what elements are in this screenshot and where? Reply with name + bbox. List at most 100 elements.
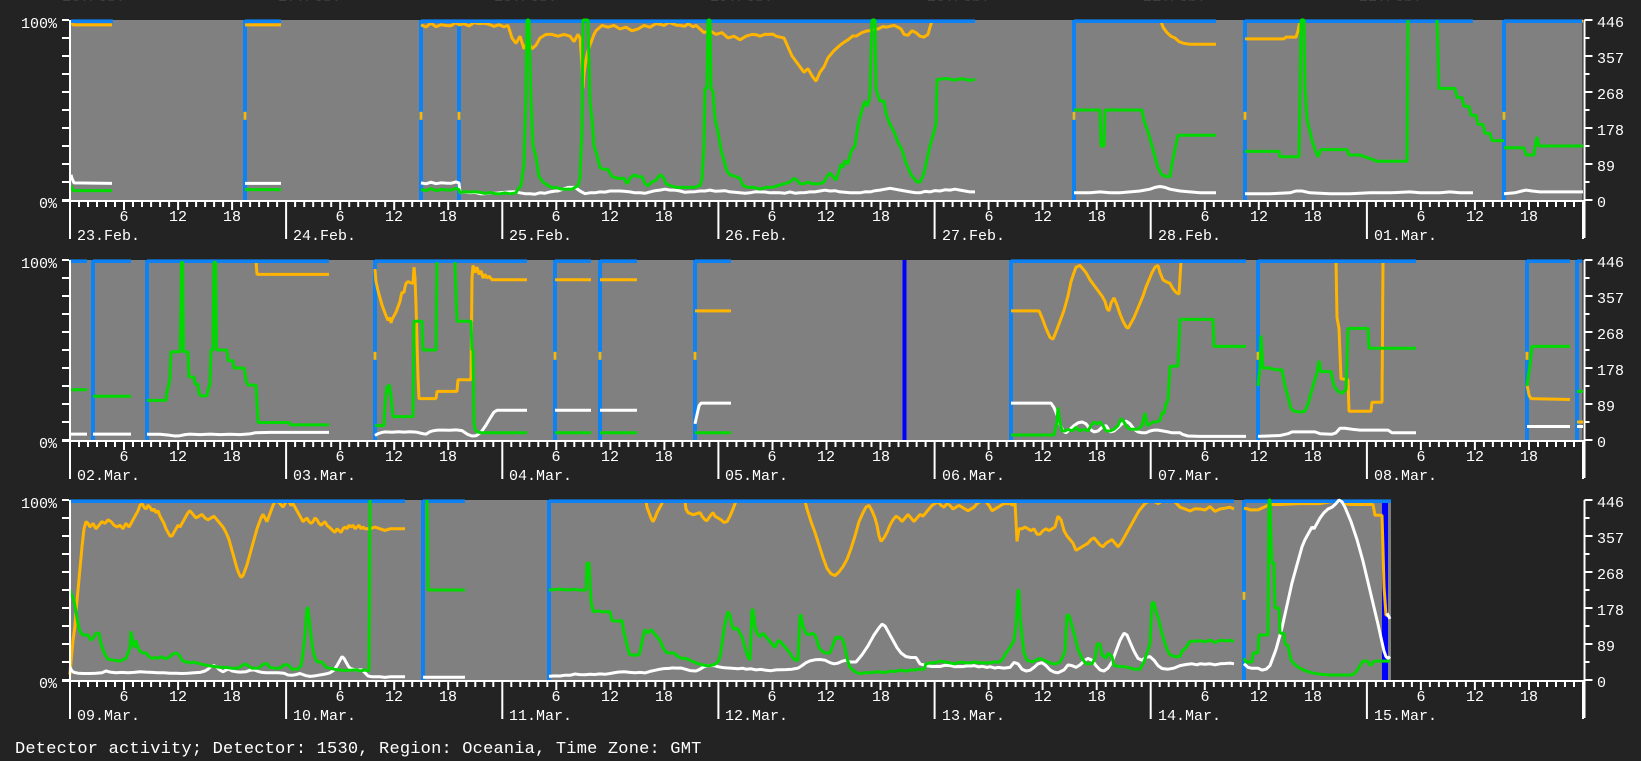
svg-text:18: 18 — [439, 209, 457, 226]
svg-text:6: 6 — [1416, 689, 1425, 706]
svg-text:12: 12 — [1034, 209, 1052, 226]
svg-text:446: 446 — [1597, 255, 1624, 272]
svg-text:18: 18 — [223, 449, 241, 466]
svg-text:01.Mar.: 01.Mar. — [1374, 228, 1437, 245]
svg-text:12: 12 — [169, 209, 187, 226]
svg-text:18: 18 — [1088, 209, 1106, 226]
svg-text:89: 89 — [1597, 399, 1615, 416]
svg-text:17.Feb.: 17.Feb. — [278, 0, 341, 6]
svg-text:13.Mar.: 13.Mar. — [942, 708, 1005, 725]
svg-text:6: 6 — [984, 449, 993, 466]
svg-text:268: 268 — [1597, 87, 1624, 104]
svg-text:18: 18 — [223, 209, 241, 226]
svg-text:6: 6 — [1200, 689, 1209, 706]
svg-text:357: 357 — [1597, 531, 1624, 548]
svg-text:12: 12 — [169, 689, 187, 706]
svg-text:6: 6 — [984, 209, 993, 226]
svg-text:6: 6 — [119, 209, 128, 226]
svg-text:06.Mar.: 06.Mar. — [942, 468, 1005, 485]
svg-text:0%: 0% — [39, 676, 58, 693]
svg-text:12: 12 — [1466, 209, 1484, 226]
svg-text:6: 6 — [1416, 449, 1425, 466]
svg-text:12: 12 — [817, 209, 835, 226]
svg-text:6: 6 — [767, 209, 776, 226]
svg-text:18: 18 — [655, 689, 673, 706]
svg-text:12: 12 — [1250, 449, 1268, 466]
svg-text:6: 6 — [1200, 449, 1209, 466]
svg-text:18: 18 — [1520, 449, 1538, 466]
svg-text:02.Mar.: 02.Mar. — [77, 468, 140, 485]
svg-text:6: 6 — [335, 209, 344, 226]
svg-text:24.Feb.: 24.Feb. — [293, 228, 356, 245]
svg-text:12: 12 — [385, 449, 403, 466]
svg-text:6: 6 — [551, 449, 560, 466]
svg-text:6: 6 — [767, 689, 776, 706]
svg-text:18: 18 — [1088, 689, 1106, 706]
svg-text:18: 18 — [1088, 449, 1106, 466]
svg-text:6: 6 — [1416, 209, 1425, 226]
svg-text:6: 6 — [335, 689, 344, 706]
svg-text:0%: 0% — [39, 436, 58, 453]
svg-text:23.Feb.: 23.Feb. — [77, 228, 140, 245]
svg-text:04.Mar.: 04.Mar. — [509, 468, 572, 485]
svg-text:18: 18 — [439, 689, 457, 706]
svg-text:12: 12 — [601, 689, 619, 706]
svg-text:12: 12 — [1034, 449, 1052, 466]
svg-text:12: 12 — [1466, 689, 1484, 706]
svg-text:268: 268 — [1597, 567, 1624, 584]
svg-text:12: 12 — [1034, 689, 1052, 706]
svg-text:18: 18 — [655, 209, 673, 226]
svg-text:6: 6 — [551, 209, 560, 226]
svg-text:26.Feb.: 26.Feb. — [725, 228, 788, 245]
svg-text:6: 6 — [551, 689, 560, 706]
svg-text:12: 12 — [1466, 449, 1484, 466]
svg-text:357: 357 — [1597, 51, 1624, 68]
svg-text:18: 18 — [1304, 689, 1322, 706]
svg-text:357: 357 — [1597, 291, 1624, 308]
svg-text:09.Mar.: 09.Mar. — [77, 708, 140, 725]
svg-text:0: 0 — [1597, 195, 1606, 212]
svg-text:18: 18 — [223, 689, 241, 706]
svg-text:89: 89 — [1597, 639, 1615, 656]
svg-text:6: 6 — [119, 689, 128, 706]
svg-text:100%: 100% — [21, 496, 58, 513]
svg-text:12: 12 — [817, 689, 835, 706]
svg-text:10.Mar.: 10.Mar. — [293, 708, 356, 725]
svg-text:12: 12 — [601, 209, 619, 226]
svg-text:446: 446 — [1597, 15, 1624, 32]
svg-text:100%: 100% — [21, 256, 58, 273]
svg-text:18: 18 — [1304, 209, 1322, 226]
svg-text:22.Feb.: 22.Feb. — [1359, 0, 1422, 6]
svg-text:268: 268 — [1597, 327, 1624, 344]
svg-text:18: 18 — [1304, 449, 1322, 466]
svg-text:12: 12 — [385, 209, 403, 226]
svg-text:21.Feb.: 21.Feb. — [1143, 0, 1206, 6]
svg-text:18: 18 — [1520, 209, 1538, 226]
svg-text:12: 12 — [817, 449, 835, 466]
svg-text:18: 18 — [1520, 689, 1538, 706]
svg-text:0: 0 — [1597, 675, 1606, 692]
svg-text:6: 6 — [335, 449, 344, 466]
svg-text:18: 18 — [872, 689, 890, 706]
svg-text:07.Mar.: 07.Mar. — [1158, 468, 1221, 485]
svg-text:6: 6 — [1200, 209, 1209, 226]
svg-text:178: 178 — [1597, 363, 1624, 380]
svg-text:16.Feb.: 16.Feb. — [62, 0, 125, 6]
svg-text:6: 6 — [984, 689, 993, 706]
svg-text:0%: 0% — [39, 196, 58, 213]
svg-text:20.Feb.: 20.Feb. — [927, 0, 990, 6]
svg-text:178: 178 — [1597, 123, 1624, 140]
svg-text:12: 12 — [601, 449, 619, 466]
svg-text:18: 18 — [872, 209, 890, 226]
svg-text:27.Feb.: 27.Feb. — [942, 228, 1005, 245]
svg-text:11.Mar.: 11.Mar. — [509, 708, 572, 725]
svg-text:12: 12 — [1250, 209, 1268, 226]
svg-text:19.Feb.: 19.Feb. — [710, 0, 773, 6]
svg-text:178: 178 — [1597, 603, 1624, 620]
svg-text:18: 18 — [439, 449, 457, 466]
svg-text:12: 12 — [1250, 689, 1268, 706]
svg-text:18: 18 — [872, 449, 890, 466]
svg-text:18.Feb.: 18.Feb. — [494, 0, 557, 6]
svg-text:03.Mar.: 03.Mar. — [293, 468, 356, 485]
svg-text:6: 6 — [767, 449, 776, 466]
